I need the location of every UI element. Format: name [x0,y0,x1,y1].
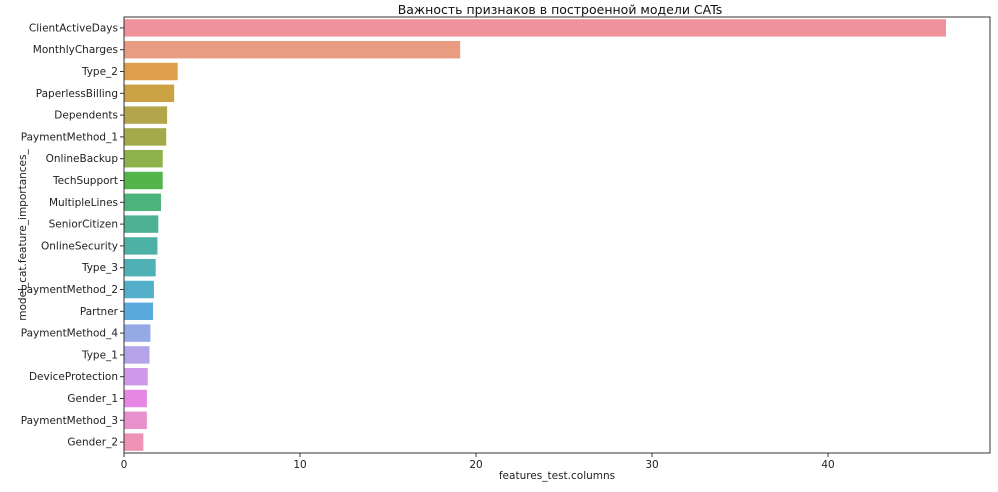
bar-OnlineSecurity [124,237,158,255]
y-tick-label: Gender_1 [67,393,118,405]
y-tick-label: Type_3 [81,262,118,274]
y-tick-label: MonthlyCharges [33,44,118,56]
y-tick-label: SeniorCitizen [49,219,118,231]
y-tick-label: PaymentMethod_1 [21,131,118,143]
bar-Gender_1 [124,389,147,408]
chart-title: Важность признаков в построенной модели … [398,2,723,17]
bar-SeniorCitizen [124,215,159,233]
bar-MonthlyCharges [124,40,461,59]
y-axis-label: model_cat.feature_importances_ [17,149,29,321]
bar-Partner [124,302,154,321]
y-tick-label: Gender_2 [67,437,118,449]
y-tick-label: PaperlessBilling [36,88,118,100]
bar-DeviceProtection [124,367,148,386]
y-tick-label: OnlineBackup [46,153,119,165]
bar-PaymentMethod_1 [124,128,167,146]
y-tick-label: PaymentMethod_4 [21,328,119,340]
x-axis-label: features_test.columns [499,470,615,482]
bar-PaymentMethod_2 [124,280,154,299]
x-tick-label: 0 [121,459,128,471]
y-tick-label: DeviceProtection [29,371,118,383]
y-tick-label: ClientActiveDays [29,22,118,34]
bar-PaperlessBilling [124,84,175,103]
y-tick-label: PaymentMethod_2 [21,284,118,296]
bar-MultipleLines [124,193,161,212]
x-ticks: 0 10 20 30 40 [121,453,835,471]
y-tick-label: Type_2 [81,66,118,78]
y-tick-label: MultipleLines [49,197,118,209]
bar-ClientActiveDays [124,19,946,37]
y-tick-label: Dependents [54,110,118,122]
bar-Gender_2 [124,433,144,451]
x-tick-label: 10 [293,459,306,471]
bar-Type_1 [124,346,150,364]
bar-TechSupport [124,171,163,190]
x-tick-label: 20 [469,459,482,471]
bar-OnlineBackup [124,149,163,168]
bar-Type_2 [124,62,178,81]
bar-PaymentMethod_3 [124,411,147,430]
bar-Type_3 [124,258,156,277]
y-tick-labels: ClientActiveDays MonthlyCharges Type_2 Pape… [21,22,124,449]
x-tick-label: 40 [821,459,834,471]
plot-frame [123,16,991,454]
y-tick-label: TechSupport [52,175,118,187]
bar-Dependents [124,106,168,124]
y-tick-label: Type_1 [81,349,118,361]
bar-PaymentMethod_4 [124,324,151,342]
x-tick-label: 30 [645,459,658,471]
y-tick-label: PaymentMethod_3 [21,415,118,427]
bars-layer [124,19,946,451]
y-tick-label: Partner [80,306,119,318]
y-tick-label: OnlineSecurity [41,240,118,252]
